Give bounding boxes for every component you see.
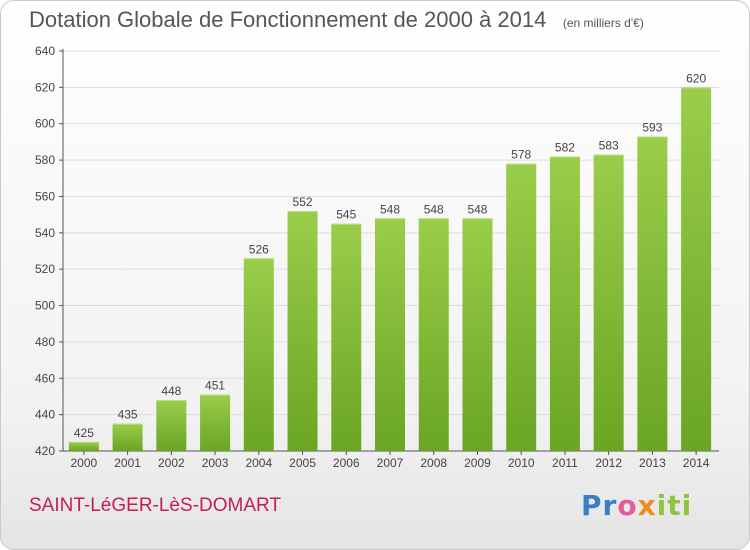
x-tick-label: 2011 (552, 456, 578, 470)
y-tick-label: 420 (35, 444, 55, 458)
bar-2014 (681, 87, 712, 451)
bar-2008 (418, 218, 449, 451)
x-tick-label: 2006 (333, 456, 360, 470)
bars (68, 87, 712, 452)
bar-2012 (593, 154, 624, 452)
chart-subtitle: (en milliers d'€) (562, 16, 644, 30)
value-label-2004: 526 (249, 242, 269, 256)
proxiti-logo: Proxiti (581, 489, 692, 522)
y-tick-label: 620 (35, 80, 55, 94)
y-tick-label: 480 (35, 335, 55, 349)
logo-letter-pink: o (617, 489, 638, 522)
y-tick-label: 460 (35, 371, 55, 385)
x-tick-label: 2002 (158, 456, 185, 470)
value-label-2012: 583 (599, 139, 619, 153)
value-label-2001: 435 (118, 408, 138, 422)
y-tick-label: 520 (35, 262, 55, 276)
bar-2005 (287, 211, 318, 451)
x-tick-label: 2003 (202, 456, 229, 470)
x-tick-label: 2012 (595, 456, 622, 470)
x-tick-label: 2014 (683, 456, 710, 470)
bar-2010 (506, 163, 537, 451)
bar-2001 (112, 423, 143, 451)
bar-2006 (331, 223, 362, 451)
logo-letter-orange: x (637, 489, 657, 522)
bar-2011 (549, 156, 580, 452)
value-label-2003: 451 (205, 379, 225, 393)
y-tick-label: 640 (35, 44, 55, 58)
value-label-2006: 545 (336, 208, 356, 222)
x-tick-label: 2008 (420, 456, 447, 470)
title-row: Dotation Globale de Fonctionnement de 20… (29, 7, 644, 33)
value-label-2000: 425 (74, 426, 94, 440)
y-tick-label: 440 (35, 408, 55, 422)
bar-2013 (637, 136, 668, 452)
bar-2003 (200, 394, 231, 451)
bar-2002 (156, 400, 187, 451)
value-label-2007: 548 (380, 202, 400, 216)
bar-2009 (462, 218, 493, 451)
x-tick-label: 2000 (71, 456, 98, 470)
x-tick-label: 2005 (289, 456, 316, 470)
bar-2004 (243, 258, 274, 451)
value-label-2005: 552 (293, 195, 313, 209)
labels: 420 440 460 480 500 520 540 560 580 600 620 640 425 2… (35, 44, 710, 470)
commune-name: SAINT-LéGER-LèS-DOMART (29, 495, 281, 516)
y-tick-label: 560 (35, 189, 55, 203)
bar-2000 (68, 441, 99, 451)
x-tick-label: 2009 (464, 456, 491, 470)
y-tick-label: 500 (35, 299, 55, 313)
logo-letters-green: iti (656, 489, 693, 522)
value-label-2013: 593 (642, 120, 662, 134)
value-label-2010: 578 (511, 148, 531, 162)
x-tick-label: 2004 (245, 456, 272, 470)
value-label-2011: 582 (555, 140, 575, 154)
chart-title: Dotation Globale de Fonctionnement de 20… (29, 7, 547, 32)
x-tick-label: 2013 (639, 456, 666, 470)
y-tick-label: 540 (35, 226, 55, 240)
x-tick-label: 2001 (114, 456, 141, 470)
value-label-2009: 548 (467, 202, 487, 216)
value-label-2014: 620 (686, 71, 706, 85)
logo-letters-blue: Pr (581, 489, 618, 522)
value-label-2002: 448 (161, 384, 181, 398)
x-tick-label: 2007 (377, 456, 404, 470)
x-tick-label: 2010 (508, 456, 535, 470)
value-label-2008: 548 (424, 202, 444, 216)
bar-2007 (375, 218, 405, 451)
y-tick-label: 600 (35, 117, 55, 131)
y-tick-label: 580 (35, 153, 55, 167)
